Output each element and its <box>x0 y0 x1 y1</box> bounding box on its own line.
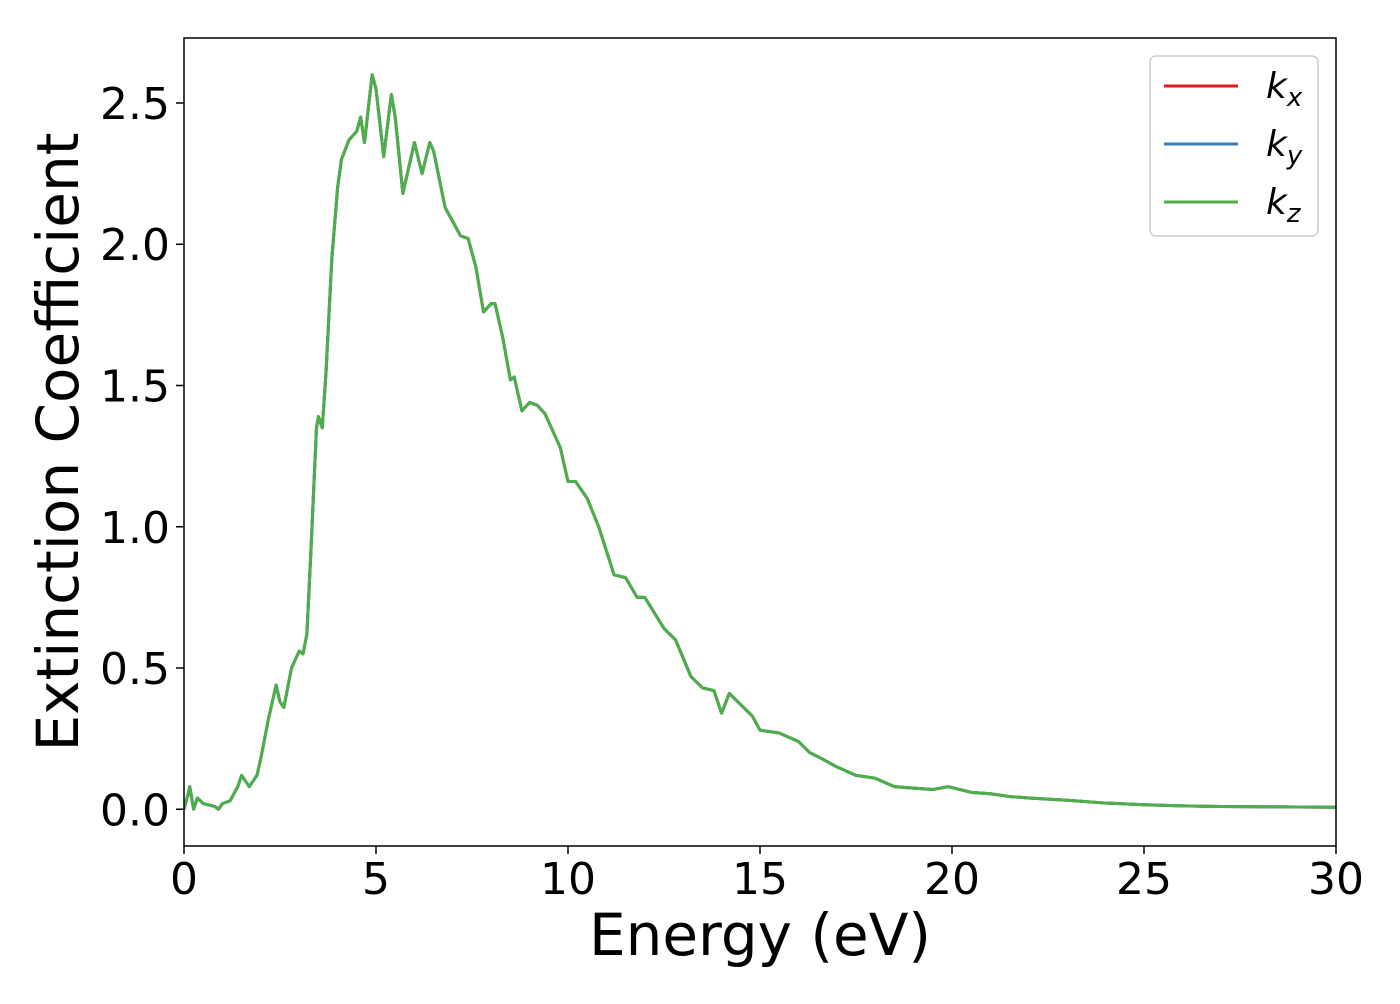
x-tick-label: 15 <box>732 854 788 905</box>
legend-box <box>1149 55 1319 237</box>
legend-label: kz <box>1266 182 1302 229</box>
y-axis-label: Extinction Coefficient <box>24 133 92 752</box>
x-tick-label: 30 <box>1308 854 1364 905</box>
x-tick-label: 10 <box>540 854 596 905</box>
legend-label: ky <box>1266 124 1303 171</box>
y-tick-label: 1.0 <box>100 503 170 554</box>
y-tick-label: 1.5 <box>100 361 170 412</box>
x-tick-label: 20 <box>924 854 980 905</box>
x-axis-label: Energy (eV) <box>589 901 931 969</box>
series-line <box>184 73 1336 811</box>
y-tick-label: 2.5 <box>100 79 170 130</box>
y-tick-label: 0.5 <box>100 644 170 695</box>
plot-frame <box>183 37 1337 847</box>
legend-label: kx <box>1266 66 1303 113</box>
x-tick-label: 25 <box>1116 854 1172 905</box>
x-tick-label: 5 <box>362 854 390 905</box>
legend: kx ky kz <box>1149 55 1319 237</box>
y-tick-label: 2.0 <box>100 220 170 271</box>
y-tick-label: 0.0 <box>100 785 170 836</box>
x-tick-label: 0 <box>170 854 198 905</box>
